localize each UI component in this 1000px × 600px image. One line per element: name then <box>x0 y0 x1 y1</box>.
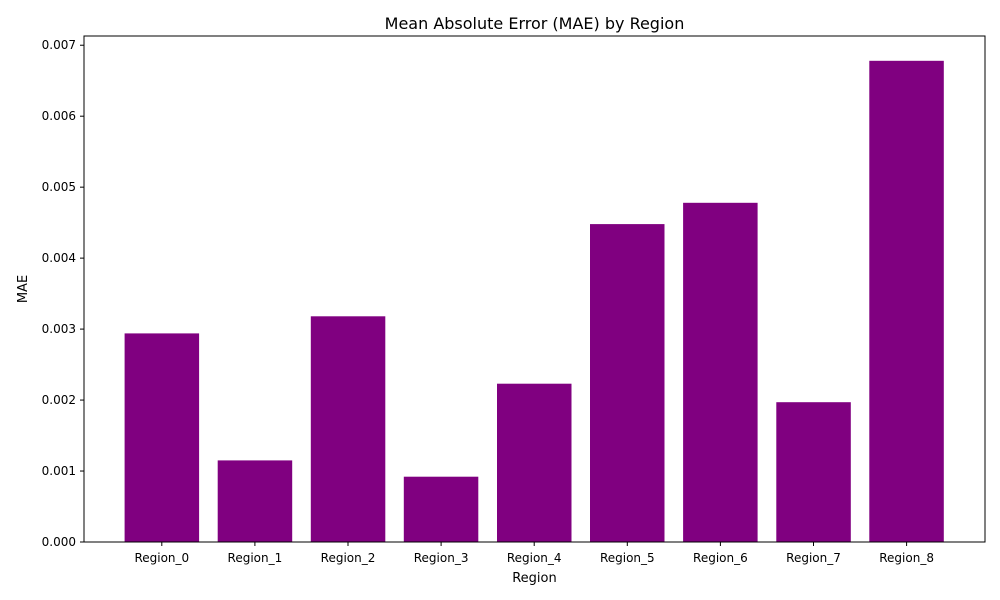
y-axis-label: MAE <box>16 275 31 303</box>
y-tick-label: 0.003 <box>42 322 76 336</box>
x-tick-label: Region_6 <box>693 551 748 565</box>
x-tick-label: Region_3 <box>414 551 469 565</box>
bar-region-6 <box>683 202 758 543</box>
plot-frame <box>83 35 986 543</box>
bars-group <box>124 60 944 543</box>
x-tick-label: Region_7 <box>786 551 841 565</box>
y-tick-label: 0.005 <box>42 180 76 194</box>
x-axis-label: Region <box>512 571 557 586</box>
bar-region-7 <box>776 402 851 542</box>
y-axis: 0.000 0.001 0.002 0.003 0.004 0.005 0.006 0.007 <box>42 38 84 549</box>
x-tick-label: Region_1 <box>228 551 283 565</box>
bar-region-5 <box>590 224 665 542</box>
bar-region-3 <box>403 476 479 542</box>
y-tick-label: 0.000 <box>42 535 76 549</box>
bar-region-4 <box>497 383 572 542</box>
y-tick-label: 0.006 <box>42 109 76 123</box>
x-tick-label: Region_2 <box>321 551 376 565</box>
chart-title: Mean Absolute Error (MAE) by Region <box>385 14 685 33</box>
bar-region-2 <box>310 316 386 542</box>
x-tick-label: Region_4 <box>507 551 562 565</box>
bar-region-0 <box>124 333 200 542</box>
y-tick-label: 0.002 <box>42 393 76 407</box>
y-tick-label: 0.007 <box>42 38 76 52</box>
bar-region-8 <box>869 60 944 543</box>
x-tick-label: Region_0 <box>134 551 189 565</box>
bar-region-1 <box>217 460 293 542</box>
x-axis: Region_0 Region_1 Region_2 Region_3 Region_4… <box>134 542 934 565</box>
x-tick-label: Region_8 <box>879 551 934 565</box>
x-tick-label: Region_5 <box>600 551 655 565</box>
y-tick-label: 0.001 <box>42 464 76 478</box>
y-tick-label: 0.004 <box>42 251 76 265</box>
